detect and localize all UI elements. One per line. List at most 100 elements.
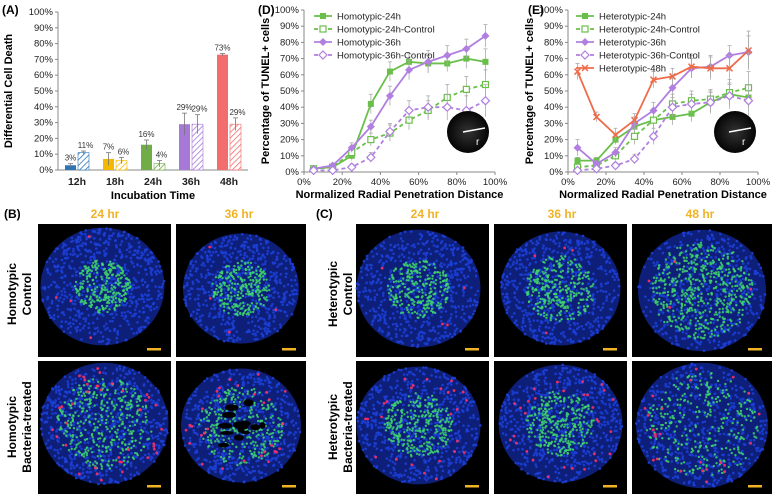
panel-a-y-tick-label: 10%: [34, 149, 54, 160]
live-cell-dot: [109, 412, 113, 415]
nucleus-dot: [197, 413, 200, 416]
live-cell-dot: [259, 276, 262, 279]
live-cell-dot: [272, 421, 275, 424]
nucleus-dot: [464, 263, 468, 266]
live-cell-dot: [112, 459, 115, 462]
nucleus-dot: [379, 281, 383, 285]
live-cell-dot: [106, 427, 109, 431]
nucleus-dot: [407, 256, 411, 260]
nucleus-dot: [48, 257, 52, 260]
nucleus-dot: [416, 309, 420, 313]
nucleus-dot: [217, 312, 221, 316]
live-cell-dot: [206, 419, 209, 422]
live-cell-dot: [248, 268, 251, 271]
nucleus-dot: [389, 271, 392, 274]
live-cell-dot: [117, 279, 120, 283]
live-cell-dot: [133, 423, 137, 427]
nucleus-dot: [70, 259, 74, 263]
nucleus-dot: [92, 237, 96, 240]
live-cell-dot: [216, 399, 219, 402]
nucleus-dot: [141, 253, 145, 256]
live-cell-dot: [133, 391, 137, 395]
nucleus-dot: [61, 310, 65, 314]
nucleus-dot: [128, 304, 132, 308]
nucleus-dot: [279, 309, 283, 313]
nucleus-dot: [137, 315, 141, 319]
nucleus-dot: [68, 316, 72, 319]
live-cell-dot: [93, 404, 96, 407]
live-cell-dot: [220, 289, 223, 292]
live-cell-dot: [268, 288, 271, 292]
live-cell-dot: [135, 412, 139, 415]
nucleus-dot: [280, 426, 284, 430]
live-cell-dot: [98, 308, 102, 312]
panel-d-series: [308, 24, 491, 176]
nucleus-dot: [109, 227, 112, 231]
nucleus-dot: [189, 262, 193, 266]
nucleus-dot: [229, 336, 233, 340]
live-cell-dot: [92, 291, 95, 294]
live-cell-dot: [248, 308, 251, 312]
scale-bar: [282, 348, 296, 351]
live-cell-dot: [84, 418, 87, 422]
nucleus-dot: [66, 400, 70, 403]
nucleus-dot: [129, 464, 133, 468]
nucleus-dot: [201, 401, 205, 405]
dead-cell-dot: [117, 456, 121, 459]
nucleus-dot: [101, 430, 104, 433]
nucleus-dot: [80, 312, 84, 315]
nucleus-dot: [370, 250, 373, 253]
nucleus-dot: [272, 291, 276, 294]
live-cell-dot: [224, 397, 228, 400]
nucleus-dot: [152, 418, 156, 422]
nucleus-dot: [447, 263, 450, 267]
necrotic-void: [220, 431, 234, 435]
nucleus-dot: [57, 285, 61, 289]
live-cell-dot: [120, 405, 124, 409]
nucleus-dot: [241, 268, 245, 271]
nucleus-dot: [56, 404, 60, 407]
nucleus-dot: [232, 326, 236, 329]
nucleus-dot: [259, 327, 263, 330]
nucleus-dot: [198, 287, 202, 291]
data-point: [404, 105, 414, 116]
live-cell-dot: [71, 416, 74, 420]
nucleus-dot: [184, 415, 188, 419]
live-cell-dot: [245, 442, 248, 445]
live-cell-dot: [200, 410, 204, 413]
live-cell-dot: [80, 298, 83, 302]
nucleus-dot: [164, 416, 168, 420]
nucleus-dot: [398, 247, 401, 250]
nucleus-dot: [88, 331, 91, 335]
nucleus-dot: [373, 289, 376, 292]
live-cell-dot: [127, 455, 130, 459]
nucleus-dot: [222, 288, 226, 291]
nucleus-dot: [149, 458, 153, 461]
nucleus-dot: [145, 316, 149, 319]
dead-cell-dot: [120, 460, 123, 464]
nucleus-dot: [395, 332, 398, 336]
nucleus-dot: [156, 434, 160, 438]
nucleus-dot: [104, 247, 108, 250]
nucleus-dot: [236, 336, 240, 340]
live-cell-dot: [116, 264, 119, 268]
nucleus-dot: [290, 289, 294, 293]
live-cell-dot: [231, 305, 234, 308]
nucleus-dot: [222, 339, 226, 343]
live-cell-dot: [107, 273, 110, 276]
nucleus-dot: [115, 415, 118, 419]
live-cell-dot: [97, 445, 101, 448]
nucleus-dot: [132, 283, 135, 287]
nucleus-dot: [107, 243, 111, 247]
live-cell-dot: [411, 282, 414, 285]
nucleus-dot: [294, 436, 297, 440]
nucleus-dot: [189, 287, 193, 290]
nucleus-dot: [277, 382, 281, 386]
nucleus-dot: [130, 288, 134, 292]
live-cell-dot: [228, 389, 231, 393]
live-cell-dot: [280, 430, 283, 434]
nucleus-dot: [84, 317, 88, 320]
nucleus-dot: [257, 252, 261, 256]
nucleus-dot: [232, 479, 235, 483]
nucleus-dot: [82, 415, 86, 419]
